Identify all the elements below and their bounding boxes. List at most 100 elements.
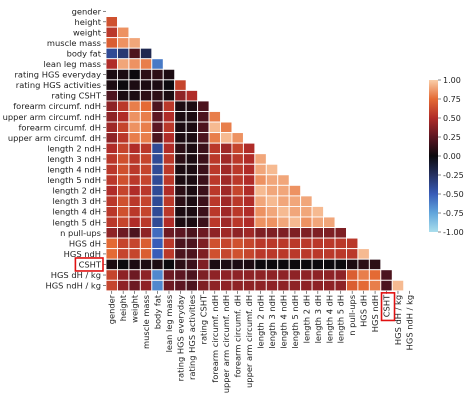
heatmap-cell [231,195,244,207]
heatmap-cell [185,269,199,281]
highlight-box [380,292,396,322]
heatmap-cell [300,227,313,239]
y-tick-label: length 3 dH [52,196,101,206]
heatmap-cell [151,174,164,186]
heatmap-cell [139,258,153,271]
heatmap-cell [254,258,267,271]
heatmap-cell [116,163,130,176]
heatmap-cell [139,79,153,91]
heatmap-cell [265,248,279,260]
heatmap-cell [116,142,130,155]
heatmap-cell [185,142,199,155]
heatmap-cell [105,205,118,218]
heatmap-cell [208,174,221,186]
heatmap-cell [300,269,313,281]
y-tick-label: body fat [67,48,102,58]
heatmap-cell [185,153,199,165]
heatmap-cell [185,205,199,218]
heatmap-cell [220,132,233,144]
heatmap-cell [231,279,244,292]
heatmap-cell [174,142,187,155]
heatmap-cell [254,195,267,207]
heatmap-cell [380,279,393,292]
y-tick-label: upper arm circumf. dH [8,133,101,143]
colorbar-tick-label: 0.25 [443,133,461,142]
heatmap-cell [254,248,267,260]
heatmap-cell [277,258,290,271]
heatmap-cell [323,248,336,260]
heatmap-cell [334,279,347,292]
heatmap-cell [174,121,187,134]
heatmap-cell [128,205,141,218]
heatmap-cell [162,100,176,112]
heatmap-cell [288,195,302,207]
heatmap-cell [116,269,130,281]
heatmap-cell [174,174,187,186]
heatmap-cell [128,163,141,176]
heatmap-cell [242,227,256,239]
heatmap-cell [116,174,130,186]
heatmap-cell [128,248,141,260]
heatmap-cell [197,216,210,229]
y-tick-label: rating CSHT [51,91,102,101]
heatmap-cell [265,205,279,218]
heatmap-cell [311,216,325,229]
heatmap-cell [300,279,313,292]
heatmap-cell [323,258,336,271]
heatmap-cell [116,248,130,260]
heatmap-cell [357,258,370,271]
colorbar-tick-label: 1.00 [443,76,461,85]
heatmap-cell [254,227,267,239]
heatmap-cell [105,279,118,292]
heatmap-cell [242,174,256,186]
y-tick-label: lean leg mass [43,59,101,69]
heatmap-cell [197,174,210,186]
heatmap-cell [277,237,290,250]
heatmap-cell [231,227,244,239]
heatmap-cell [139,174,153,186]
heatmap-cell [174,269,187,281]
heatmap-cell [265,216,279,229]
heatmap-cell [334,227,347,239]
heatmap-cell [162,174,176,186]
heatmap-cell [151,58,164,70]
heatmap-cell [105,237,118,250]
heatmap-cell [151,237,164,250]
heatmap-cell [242,258,256,271]
heatmap-cell [116,184,130,197]
heatmap-cell [105,89,118,102]
heatmap-cell [139,205,153,218]
heatmap-cell [162,79,176,91]
colorbar-tick-label: -1.00 [443,228,464,237]
heatmap-cell [208,121,221,134]
y-tick-label: gender [72,6,102,16]
heatmap-cell [139,68,153,81]
heatmap-cell [197,237,210,250]
heatmap-cell [220,258,233,271]
heatmap-cell [128,279,141,292]
heatmap-cell [265,279,279,292]
heatmap-cell [220,184,233,197]
heatmap-cell [139,89,153,102]
heatmap-cell [105,258,118,271]
colorbar-tick-label: -0.50 [443,190,464,199]
heatmap-cell [185,248,199,260]
y-tick-label: forearm circumf. ndH [13,101,101,111]
heatmap-cell [208,205,221,218]
heatmap-cell [265,227,279,239]
heatmap-cell [151,216,164,229]
heatmap-cell [185,237,199,250]
heatmap-cell [128,132,141,144]
heatmap-cell [151,258,164,271]
heatmap-cell [220,174,233,186]
heatmap-cell [116,100,130,112]
heatmap-cell [197,184,210,197]
heatmap-cell [242,279,256,292]
heatmap-cell [105,216,118,229]
heatmap-cell [220,163,233,176]
heatmap-cell [231,132,244,144]
heatmap-cell [151,248,164,260]
heatmap-cell [197,163,210,176]
heatmap-cell [185,111,199,123]
heatmap-cell [174,132,187,144]
